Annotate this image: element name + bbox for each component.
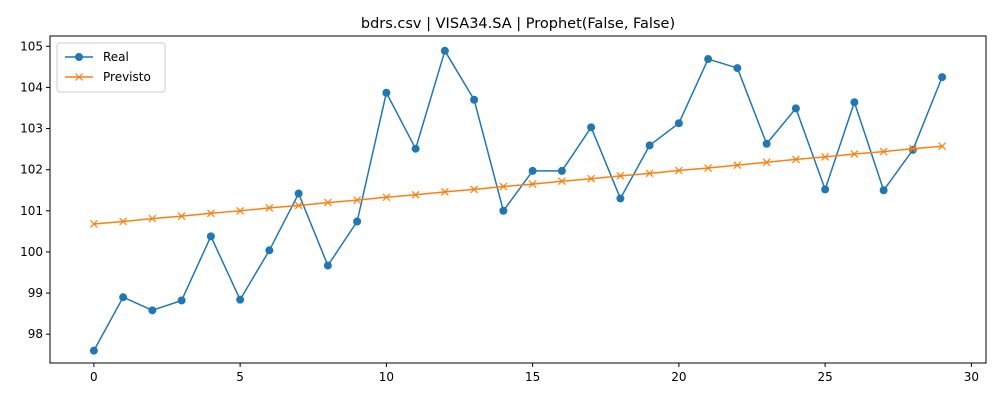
data-point-real [850, 98, 859, 107]
data-point-real [587, 123, 596, 132]
data-point-real [645, 141, 654, 150]
data-point-previsto [908, 144, 917, 153]
y-tick-label: 105 [20, 39, 43, 53]
data-point-real [353, 217, 362, 226]
legend-box [56, 42, 166, 93]
y-tick-label: 103 [20, 122, 43, 136]
data-point-previsto [323, 198, 332, 207]
legend-marker-real [75, 53, 83, 61]
data-point-previsto [938, 142, 947, 151]
data-point-real [89, 346, 98, 355]
data-point-real [879, 186, 888, 195]
y-tick-label: 102 [20, 163, 43, 177]
legend: Real Previsto [56, 42, 166, 93]
y-tick-label: 99 [28, 286, 43, 300]
data-point-real [908, 145, 917, 154]
data-point-real [382, 88, 391, 97]
data-point-previsto [616, 171, 625, 180]
legend-entry-previsto: Previsto [65, 70, 151, 84]
plot-area: 0 5 10 15 20 25 30 98 99 100 101 102 103 104 105 [20, 39, 979, 384]
data-point-previsto [119, 217, 128, 226]
data-point-real [177, 296, 186, 305]
data-point-previsto [440, 187, 449, 196]
data-point-previsto [411, 190, 420, 199]
data-point-previsto [879, 147, 888, 156]
x-tick-label: 5 [236, 370, 244, 384]
y-tick-label: 100 [20, 245, 43, 259]
data-point-real [528, 166, 537, 175]
x-tick-label: 25 [817, 370, 832, 384]
data-point-previsto [294, 201, 303, 210]
data-point-previsto [704, 164, 713, 172]
data-point-real [704, 55, 713, 64]
data-point-real [470, 95, 479, 104]
x-tick-label: 10 [379, 370, 394, 384]
data-point-previsto [236, 206, 245, 215]
data-point-previsto [470, 185, 479, 194]
series-line-previsto [93, 145, 943, 225]
data-point-real [733, 64, 742, 73]
legend-entry-real: Real [65, 50, 129, 64]
series-line-real [93, 50, 943, 352]
data-point-real [411, 144, 420, 153]
x-tick-label: 20 [671, 370, 686, 384]
y-tick-label: 101 [20, 204, 43, 218]
x-tick-label: 15 [525, 370, 540, 384]
legend-label-previsto: Previsto [103, 70, 151, 84]
data-point-real [674, 119, 683, 128]
data-point-real [323, 261, 332, 270]
data-point-previsto [557, 177, 566, 186]
chart-title: bdrs.csv | VISA34.SA | Prophet(False, Fa… [361, 16, 675, 32]
data-point-previsto [89, 220, 98, 228]
x-tick-label: 0 [90, 370, 98, 384]
data-point-previsto [206, 209, 215, 218]
legend-label-real: Real [103, 50, 129, 64]
data-point-real [762, 139, 771, 148]
plot-frame [49, 35, 987, 364]
data-point-real [294, 189, 303, 198]
data-point-previsto [791, 155, 800, 164]
data-point-previsto [382, 193, 391, 202]
data-point-real [557, 166, 566, 175]
data-point-real [791, 104, 800, 113]
y-tick-label: 98 [28, 327, 43, 341]
data-point-real [616, 194, 625, 203]
data-point-real [119, 293, 128, 302]
data-point-previsto [674, 166, 683, 175]
data-point-previsto [850, 150, 859, 158]
data-point-previsto [353, 196, 362, 205]
data-point-real [265, 246, 274, 255]
data-point-real [148, 306, 157, 315]
data-point-previsto [499, 182, 508, 191]
data-point-previsto [148, 214, 157, 223]
data-point-previsto [645, 169, 654, 178]
data-point-previsto [762, 158, 771, 167]
data-point-real [440, 46, 449, 55]
data-point-real [499, 206, 508, 215]
data-point-previsto [587, 174, 596, 183]
data-point-real [206, 232, 215, 241]
data-point-previsto [821, 153, 830, 161]
data-point-previsto [733, 161, 742, 170]
data-point-real [938, 73, 947, 82]
x-tick-label: 30 [964, 370, 979, 384]
y-tick-label: 104 [20, 80, 43, 94]
data-point-previsto [265, 204, 274, 212]
legend-marker-previsto [75, 73, 83, 81]
data-point-real [821, 185, 830, 194]
data-point-previsto [528, 180, 537, 188]
data-point-previsto [177, 212, 186, 221]
data-point-real [236, 295, 245, 304]
